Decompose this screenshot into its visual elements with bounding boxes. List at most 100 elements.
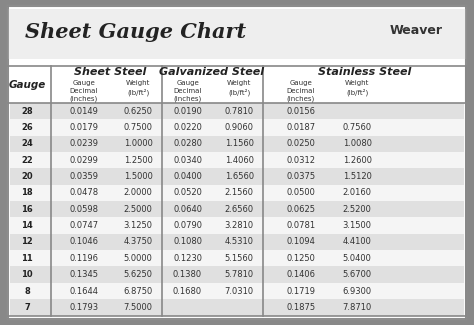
Text: 2.0160: 2.0160: [343, 188, 372, 197]
Text: Gauge
Decimal
(inches): Gauge Decimal (inches): [173, 80, 202, 102]
Text: 0.7500: 0.7500: [124, 123, 153, 132]
Text: 0.0190: 0.0190: [173, 107, 202, 116]
Text: 4.5310: 4.5310: [225, 238, 254, 246]
Text: 1.5000: 1.5000: [124, 172, 153, 181]
Text: 1.1560: 1.1560: [225, 139, 254, 148]
Text: 0.0187: 0.0187: [286, 123, 315, 132]
Text: 0.1406: 0.1406: [286, 270, 315, 279]
Text: 0.0781: 0.0781: [286, 221, 315, 230]
Text: 0.1080: 0.1080: [173, 238, 202, 246]
Text: 5.6700: 5.6700: [343, 270, 372, 279]
Text: 0.0500: 0.0500: [286, 188, 315, 197]
Text: 0.1345: 0.1345: [69, 270, 98, 279]
Text: Sheet Gauge Chart: Sheet Gauge Chart: [25, 22, 246, 42]
Text: 8: 8: [25, 287, 30, 295]
Text: 5.0400: 5.0400: [343, 254, 372, 263]
Text: 1.0080: 1.0080: [343, 139, 372, 148]
Bar: [10, 283, 464, 299]
Text: 11: 11: [21, 254, 33, 263]
Bar: [10, 234, 464, 250]
Text: 7.0310: 7.0310: [225, 287, 254, 295]
Text: 16: 16: [21, 205, 33, 214]
Text: 0.7810: 0.7810: [225, 107, 254, 116]
Text: Gauge
Decimal
(inches): Gauge Decimal (inches): [70, 80, 98, 102]
Text: 1.2500: 1.2500: [124, 156, 153, 165]
Text: 0.0375: 0.0375: [286, 172, 315, 181]
Bar: [10, 266, 464, 283]
Text: Weaver: Weaver: [390, 24, 443, 37]
Text: 22: 22: [21, 156, 33, 165]
Text: 0.1680: 0.1680: [173, 287, 202, 295]
Text: 1.2600: 1.2600: [343, 156, 372, 165]
Text: 0.9060: 0.9060: [225, 123, 254, 132]
Text: 0.0149: 0.0149: [69, 107, 98, 116]
Text: 0.0340: 0.0340: [173, 156, 202, 165]
Bar: [10, 119, 464, 136]
Text: 1.4060: 1.4060: [225, 156, 254, 165]
Text: 0.1230: 0.1230: [173, 254, 202, 263]
Text: 0.0239: 0.0239: [69, 139, 98, 148]
Text: Stainless Steel: Stainless Steel: [318, 67, 411, 77]
Text: 7: 7: [25, 303, 30, 312]
Text: Weight
(lb/ft²): Weight (lb/ft²): [345, 80, 369, 96]
Text: 1.5120: 1.5120: [343, 172, 372, 181]
Text: 0.0747: 0.0747: [69, 221, 99, 230]
Text: 0.0625: 0.0625: [286, 205, 315, 214]
Text: 0.1196: 0.1196: [69, 254, 98, 263]
Text: 0.0520: 0.0520: [173, 188, 202, 197]
Text: 0.0250: 0.0250: [286, 139, 315, 148]
Text: 7.8710: 7.8710: [343, 303, 372, 312]
Bar: [10, 152, 464, 168]
Text: 1.0000: 1.0000: [124, 139, 153, 148]
Text: 2.1560: 2.1560: [225, 188, 254, 197]
Text: 0.0400: 0.0400: [173, 172, 202, 181]
Bar: [10, 168, 464, 185]
Text: 0.0478: 0.0478: [69, 188, 99, 197]
Bar: [10, 103, 464, 119]
Text: 5.7810: 5.7810: [225, 270, 254, 279]
Text: 0.7560: 0.7560: [343, 123, 372, 132]
Text: 0.1719: 0.1719: [286, 287, 315, 295]
Text: 3.1500: 3.1500: [343, 221, 372, 230]
Text: 0.1380: 0.1380: [173, 270, 202, 279]
Bar: [10, 217, 464, 234]
Text: 2.0000: 2.0000: [124, 188, 153, 197]
Text: 0.1875: 0.1875: [286, 303, 315, 312]
Bar: [10, 136, 464, 152]
Text: 28: 28: [21, 107, 33, 116]
Text: 0.1250: 0.1250: [286, 254, 315, 263]
Text: 0.0156: 0.0156: [286, 107, 315, 116]
Bar: [10, 250, 464, 266]
Text: 2.5200: 2.5200: [343, 205, 372, 214]
Text: 5.6250: 5.6250: [124, 270, 153, 279]
Text: 0.0359: 0.0359: [69, 172, 98, 181]
Text: 0.0299: 0.0299: [69, 156, 98, 165]
Text: Weight
(lb/ft²): Weight (lb/ft²): [126, 80, 150, 96]
Text: 24: 24: [21, 139, 33, 148]
Text: 0.0312: 0.0312: [286, 156, 315, 165]
Text: 5.1560: 5.1560: [225, 254, 254, 263]
Text: 12: 12: [21, 238, 33, 246]
Text: Galvanized Steel: Galvanized Steel: [158, 67, 264, 77]
Text: 0.1046: 0.1046: [69, 238, 98, 246]
Text: 10: 10: [21, 270, 33, 279]
Bar: [9, 9, 465, 59]
Text: 6.8750: 6.8750: [123, 287, 153, 295]
Text: 6.9300: 6.9300: [343, 287, 372, 295]
Text: 2.5000: 2.5000: [124, 205, 153, 214]
Text: Gauge: Gauge: [9, 80, 46, 89]
Text: 26: 26: [21, 123, 33, 132]
Text: 0.0598: 0.0598: [69, 205, 98, 214]
Text: ---: ---: [399, 24, 410, 34]
Text: 1.6560: 1.6560: [225, 172, 254, 181]
Bar: [10, 185, 464, 201]
Text: 14: 14: [21, 221, 33, 230]
Text: 4.4100: 4.4100: [343, 238, 372, 246]
Text: Sheet Steel: Sheet Steel: [73, 67, 146, 77]
Text: 2.6560: 2.6560: [225, 205, 254, 214]
Text: 18: 18: [21, 188, 33, 197]
Text: 0.6250: 0.6250: [124, 107, 153, 116]
Bar: [10, 299, 464, 316]
Text: 7.5000: 7.5000: [124, 303, 153, 312]
Text: 5.0000: 5.0000: [124, 254, 153, 263]
